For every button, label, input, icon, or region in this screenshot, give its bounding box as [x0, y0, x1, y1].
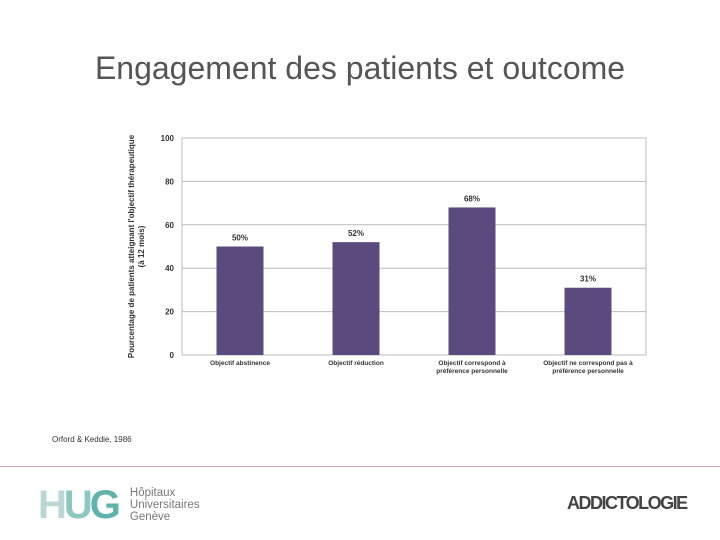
citation: Orford & Keddie, 1986	[52, 435, 132, 444]
category-label-2: Objectif correspond à préférence personne…	[436, 360, 508, 375]
footer-divider	[0, 466, 720, 467]
y-axis-label: Pourcentage de patients atteignant l'obj…	[127, 134, 146, 358]
hug-logo-line-1: Hôpitaux	[129, 487, 176, 499]
y-tick-label: 80	[165, 177, 174, 186]
category-label-0: Objectif abstinence	[210, 360, 270, 367]
hug-logo-line-3: Genève	[129, 511, 171, 523]
bar-1	[332, 242, 380, 355]
value-label-2: 68%	[464, 194, 480, 203]
value-label-1: 52%	[348, 229, 364, 238]
addictologie-logo: ADDICTOLOGIE	[567, 493, 688, 513]
hug-logo-letters: HUG	[38, 483, 121, 527]
bar-chart-svg: 0 20 40 60 80 100 Pourcentage de patients atte…	[127, 134, 647, 375]
hug-logo-line-2: Universitaires	[129, 499, 200, 511]
bar-3	[564, 287, 612, 355]
bar-chart: 0 20 40 60 80 100 Pourcentage de patients atte…	[120, 125, 660, 380]
y-tick-label: 20	[165, 308, 174, 317]
value-label-0: 50%	[232, 234, 248, 243]
y-tick-label: 60	[165, 221, 174, 230]
y-tick-label: 0	[170, 351, 175, 360]
value-label-3: 31%	[580, 275, 596, 284]
hug-logo: HUG Hôpitaux Universitaires Genève	[38, 485, 200, 525]
category-label-3: Objectif ne correspond pas à préférence p…	[543, 360, 633, 375]
slide-title: Engagement des patients et outcome	[94, 50, 626, 86]
bar-2	[448, 207, 496, 355]
category-label-1: Objectif réduction	[328, 360, 384, 367]
y-tick-label: 100	[161, 134, 175, 143]
hug-logo-text: Hôpitaux Universitaires Genève	[130, 487, 200, 523]
y-tick-label: 40	[165, 264, 174, 273]
bar-0	[216, 246, 264, 355]
